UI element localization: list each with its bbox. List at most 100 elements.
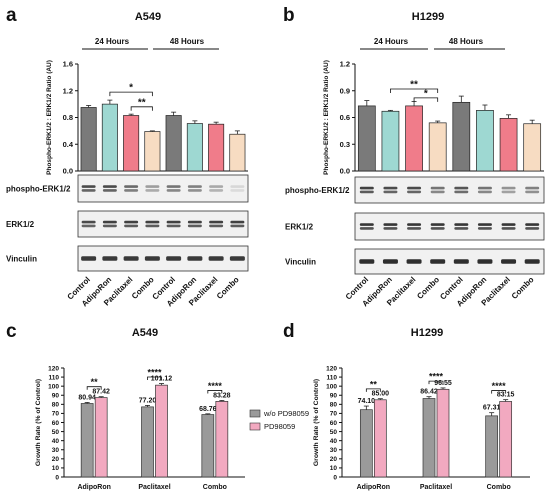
y-tick-label: 110 xyxy=(49,374,60,381)
y-axis-label: Growth Rate (% of Control) xyxy=(313,379,320,466)
band xyxy=(145,220,160,224)
y-axis-label: Phospho-ERK1/2 : ERK1/2 Ratio (AU) xyxy=(323,60,330,175)
blot-label: phospho-ERK1/2 xyxy=(285,186,350,195)
bar xyxy=(141,406,154,478)
band xyxy=(166,189,181,192)
band xyxy=(477,190,492,194)
band xyxy=(477,186,492,190)
band xyxy=(407,190,422,194)
band xyxy=(145,224,160,228)
bar xyxy=(80,107,97,172)
panel-c-title: A549 xyxy=(132,327,158,339)
legend-swatch-pink xyxy=(249,422,261,431)
panel-c-letter: c xyxy=(6,321,17,342)
band xyxy=(454,227,469,230)
legend-swatch-gray xyxy=(249,409,261,418)
data-label: 67.31 xyxy=(483,405,501,412)
significance-stars: ** xyxy=(370,379,378,389)
group-label-48h: 48 Hours xyxy=(449,37,484,46)
bar xyxy=(357,105,376,172)
significance-stars: * xyxy=(129,83,133,94)
bar xyxy=(499,401,513,478)
band xyxy=(501,190,516,194)
significance-bracket xyxy=(390,88,439,93)
y-tick-label: 0.3 xyxy=(340,140,350,149)
bar xyxy=(452,101,471,172)
band xyxy=(524,259,540,264)
significance-bracket xyxy=(207,390,223,394)
blot-label: Vinculin xyxy=(285,258,316,267)
band xyxy=(230,224,245,228)
legend-label-gray: w/o PD98059 xyxy=(263,409,309,418)
bar xyxy=(485,415,499,478)
lane-labels-a: ControlAdipoRonPaclitaxelComboControlAdi… xyxy=(66,275,241,308)
lane-label: Combo xyxy=(215,275,241,301)
data-label: 83.15 xyxy=(497,392,515,399)
y-tick-label: 110 xyxy=(327,374,338,381)
y-tick-label: 10 xyxy=(52,465,60,472)
y-tick-label: 0.6 xyxy=(340,113,350,122)
blot-label: ERK1/2 xyxy=(6,220,35,229)
band xyxy=(430,190,445,194)
data-label: 77.20 xyxy=(139,397,157,404)
data-label: 85.00 xyxy=(372,391,390,398)
y-tick-label: 0.8 xyxy=(63,113,73,122)
band xyxy=(454,186,469,190)
blot-label: phospho-ERK1/2 xyxy=(6,185,71,194)
band xyxy=(477,227,492,230)
band xyxy=(359,227,374,230)
band xyxy=(383,227,398,230)
band xyxy=(407,223,422,226)
y-tick-label: 100 xyxy=(326,383,337,390)
bar xyxy=(165,115,182,172)
band xyxy=(102,189,117,192)
panel-a-letter: a xyxy=(6,5,17,26)
significance-stars: * xyxy=(424,88,428,99)
band xyxy=(209,189,224,192)
significance-stars: **** xyxy=(208,381,223,391)
band xyxy=(229,256,245,261)
bar xyxy=(94,397,108,478)
bar xyxy=(381,110,400,172)
x-category-label: AdipoRon xyxy=(77,484,110,491)
data-label: 80.94 xyxy=(78,394,96,401)
western-blots-b: phospho-ERK1/2 ERK1/2 Vinculin xyxy=(285,176,545,275)
y-tick-label: 60 xyxy=(330,420,338,427)
significance-bracket xyxy=(130,106,153,111)
band xyxy=(453,259,469,264)
y-tick-label: 120 xyxy=(48,365,59,372)
y-tick-label: 60 xyxy=(52,420,60,427)
band xyxy=(477,259,493,264)
band xyxy=(124,224,139,228)
band xyxy=(81,224,96,228)
y-tick-label: 1.2 xyxy=(63,86,73,95)
y-tick-label: 0.0 xyxy=(63,167,73,176)
y-tick-label: 90 xyxy=(330,393,338,400)
y-tick-label: 1.6 xyxy=(63,60,73,69)
y-tick-label: 0.4 xyxy=(63,140,74,149)
group-label-24h: 24 Hours xyxy=(95,37,130,46)
y-tick-label: 40 xyxy=(52,438,60,445)
band xyxy=(209,224,224,228)
y-tick-label: 1.2 xyxy=(340,60,350,69)
bar xyxy=(229,133,246,172)
bar xyxy=(208,123,225,172)
band xyxy=(501,186,516,190)
y-tick-label: 50 xyxy=(52,429,60,436)
band xyxy=(454,190,469,194)
chart-d: 0 10 20 30 40 50 60 70 80 90 100 110 120 Growth Rate … xyxy=(313,365,530,491)
data-label: 68.76 xyxy=(199,406,217,413)
significance-bracket xyxy=(413,97,439,102)
significance-stars: **** xyxy=(492,381,507,391)
band xyxy=(382,259,398,264)
band xyxy=(383,186,398,190)
group-label-48h: 48 Hours xyxy=(170,37,205,46)
chart-c: 0 10 20 30 40 50 60 70 80 90 100 110 120 Growth Rate … xyxy=(35,365,245,491)
band xyxy=(123,256,139,261)
band xyxy=(501,227,516,230)
bar xyxy=(359,409,373,478)
band xyxy=(525,190,540,194)
band xyxy=(430,186,445,190)
band xyxy=(525,227,540,230)
panel-b-letter: b xyxy=(283,5,295,26)
